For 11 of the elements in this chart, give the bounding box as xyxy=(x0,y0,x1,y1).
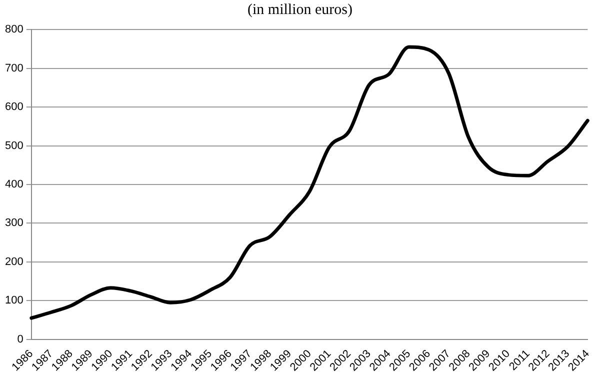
y-tick-label: 0 xyxy=(17,333,24,346)
y-tick-label: 200 xyxy=(4,256,24,268)
y-tick-label: 700 xyxy=(4,62,24,74)
y-tick-label: 300 xyxy=(4,217,24,230)
y-tick-label: 500 xyxy=(4,140,24,152)
y-tick-label: 400 xyxy=(4,178,24,191)
chart-title: (in million euros) xyxy=(246,1,354,20)
y-tick-label: 800 xyxy=(4,24,24,36)
y-tick-label: 600 xyxy=(4,101,24,114)
y-tick-label: 100 xyxy=(4,294,24,307)
line-series xyxy=(30,45,590,320)
